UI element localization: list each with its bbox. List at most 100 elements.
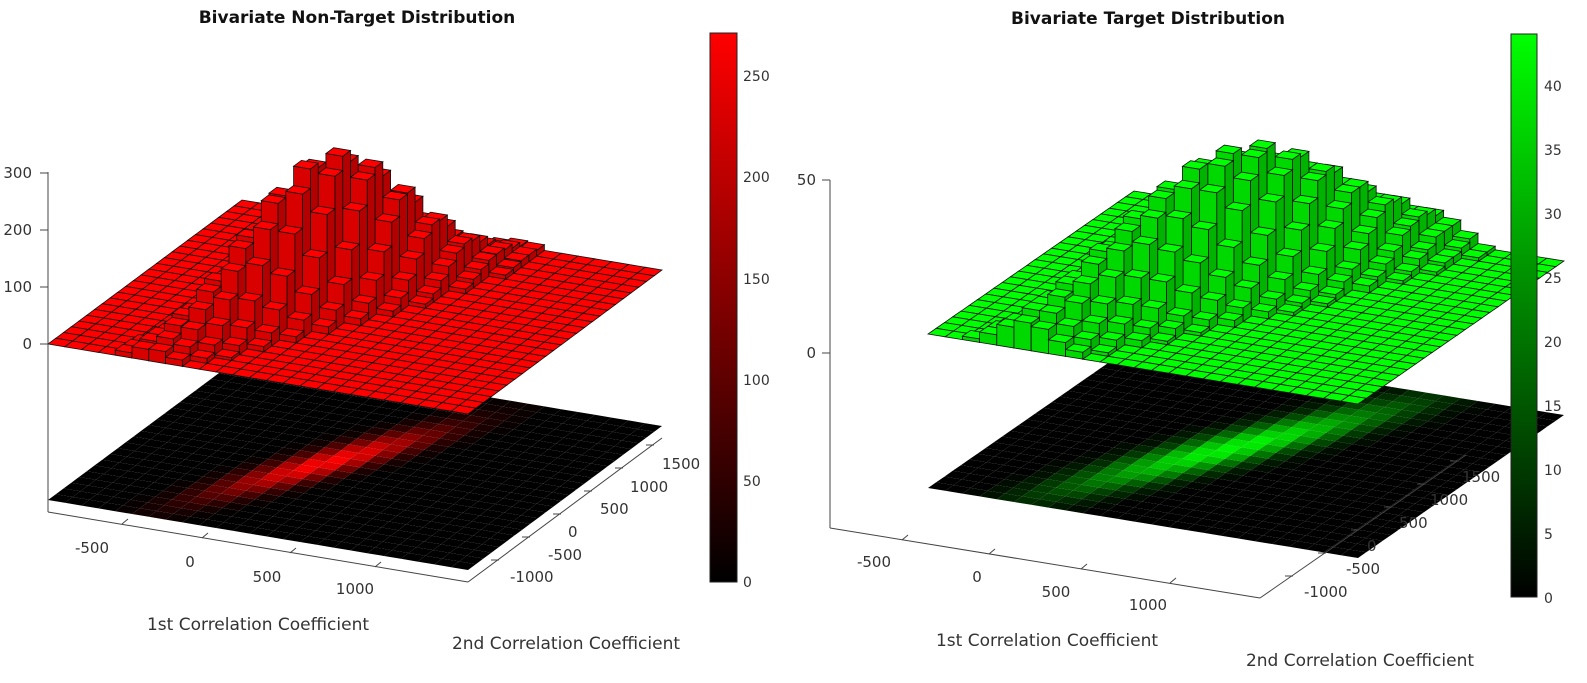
heatmap-cell [1250, 450, 1276, 459]
heatmap-cell [125, 436, 151, 446]
heatmap-cell [1070, 427, 1096, 437]
heatmap-cell [285, 470, 311, 479]
heatmap-cell [481, 432, 506, 441]
bar-top [1409, 240, 1438, 251]
heatmap-cell [574, 455, 599, 464]
heatmap-cell [1205, 393, 1231, 402]
heatmap-cell [238, 490, 263, 500]
heatmap-cell [298, 521, 324, 531]
heatmap-cell [1181, 424, 1207, 434]
heatmap-cell [442, 552, 467, 562]
x-tick-label: -500 [857, 553, 891, 571]
heatmap-cell [1166, 478, 1193, 488]
heatmap-cell [978, 462, 1004, 471]
bar-top [1038, 304, 1066, 314]
heatmap-cell [234, 447, 259, 457]
bar-top [406, 229, 433, 240]
colorbar-tick-label: 100 [743, 373, 770, 389]
heatmap-cell [1140, 467, 1166, 476]
heatmap-cell [282, 427, 307, 436]
heatmap-cell [508, 458, 533, 467]
y-tick-label: 0 [568, 523, 578, 541]
heatmap-cell [1194, 518, 1220, 528]
heatmap-cell [213, 493, 238, 503]
heatmap-cell [448, 441, 474, 450]
heatmap-cell [1076, 379, 1102, 388]
heatmap-cell [1068, 399, 1095, 408]
heatmap-cell [294, 479, 320, 488]
heatmap-cell [1463, 435, 1489, 444]
bar-face [1013, 319, 1032, 352]
heatmap-cell [1164, 436, 1190, 445]
heatmap-cell [439, 524, 465, 533]
heatmap-cell [1020, 447, 1046, 457]
heatmap-cell [1308, 424, 1335, 433]
bar-top [260, 194, 287, 204]
heatmap-cell [1243, 470, 1269, 479]
bar-top [244, 256, 272, 267]
heatmap-cell [1189, 418, 1215, 428]
heatmap-cell [167, 436, 192, 445]
heatmap-cell [1035, 422, 1062, 431]
heatmap-cell [1080, 464, 1107, 474]
heatmap-cell [1267, 452, 1294, 462]
heatmap-cell [344, 473, 369, 482]
heatmap-cell [469, 486, 494, 496]
heatmap-cell [1379, 478, 1406, 487]
heatmap-cell [540, 449, 565, 458]
heatmap-cell [196, 490, 222, 500]
heatmap-cell [207, 513, 232, 523]
heatmap-cell [207, 422, 232, 431]
heatmap-cell [1289, 541, 1315, 550]
heatmap-cell [1071, 442, 1097, 451]
heatmap-cell [1294, 478, 1320, 487]
heatmap-cell [256, 416, 281, 425]
heatmap-cell [239, 413, 264, 422]
heatmap-cell [172, 493, 197, 503]
heatmap-cell [148, 511, 174, 520]
heatmap-cell [322, 504, 347, 514]
heatmap-cell [1044, 430, 1071, 440]
heatmap-cell [503, 400, 528, 410]
heatmap-cell [187, 482, 213, 491]
heatmap-cell [315, 524, 341, 534]
heatmap-cell [1319, 461, 1345, 470]
colorbar-tick-label: 250 [743, 69, 770, 85]
heatmap-cell [148, 419, 174, 428]
bar-top [415, 284, 442, 295]
heatmap-cell [1197, 413, 1223, 422]
heatmap-cell [103, 468, 129, 477]
bar-top [389, 183, 417, 194]
heatmap-cell [1205, 407, 1232, 416]
heatmap-cell [205, 499, 231, 508]
heatmap-cell [117, 442, 143, 451]
heatmap-cell [1047, 473, 1073, 482]
bar-top [1046, 288, 1075, 298]
heatmap-cell [1056, 496, 1083, 505]
colorbar-tick-label: 20 [1544, 335, 1562, 351]
heatmap-cell [1357, 538, 1383, 547]
heatmap-cell [222, 502, 247, 511]
heatmap-cell [528, 412, 554, 421]
heatmap-cell [486, 398, 511, 407]
heatmap-cell [548, 443, 573, 453]
bar-top [398, 250, 426, 260]
heatmap-cell [588, 429, 613, 438]
heatmap-cell [203, 470, 228, 480]
heatmap-cell [307, 438, 333, 448]
heatmap-cell [1148, 461, 1175, 471]
heatmap-cell [1184, 495, 1210, 505]
heatmap-cell [1397, 495, 1424, 504]
heatmap-cell [252, 464, 277, 474]
heatmap-cell [363, 412, 388, 422]
heatmap-cell [1120, 407, 1146, 417]
heatmap-cell [400, 553, 426, 562]
heatmap-cell [425, 458, 450, 467]
bar-top [478, 245, 506, 255]
heatmap-cell [329, 407, 355, 416]
heatmap-cell [165, 513, 191, 523]
colorbar [709, 32, 738, 583]
heatmap-cell [1469, 401, 1496, 410]
heatmap-cell [1116, 498, 1142, 508]
z-tick-label: 100 [3, 278, 32, 296]
